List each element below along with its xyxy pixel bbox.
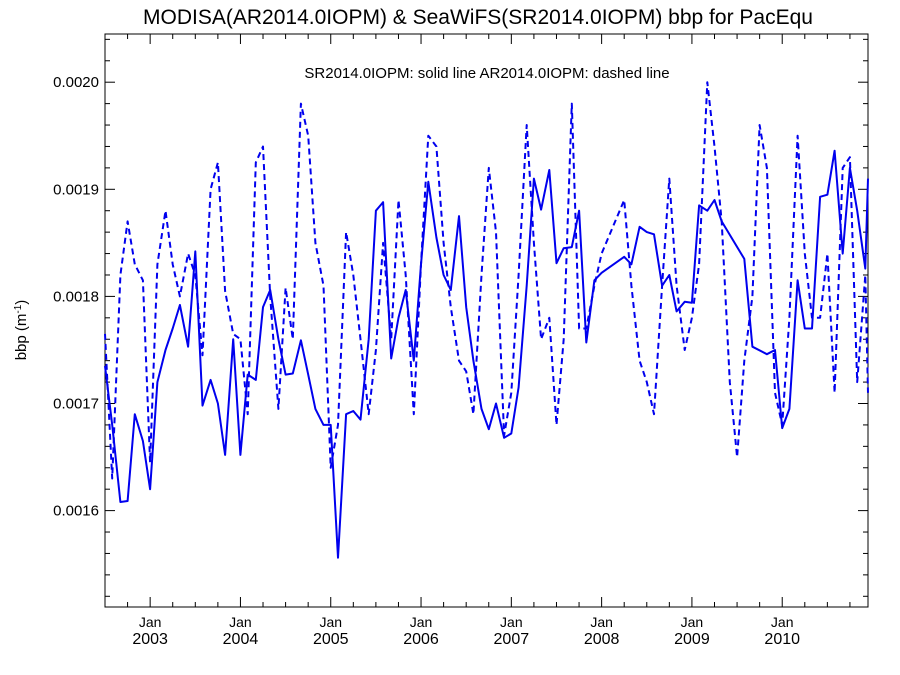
series-line-solid	[104, 149, 869, 559]
x-tick-year-label: 2008	[584, 631, 620, 648]
y-tick-label: 0.0020	[53, 74, 99, 91]
x-tick-year-label: 2005	[313, 631, 349, 648]
x-tick-month-label: Jan	[139, 614, 162, 630]
chart-title: MODISA(AR2014.0IOPM) & SeaWiFS(SR2014.0I…	[143, 6, 813, 29]
x-tick-year-label: 2004	[223, 631, 259, 648]
x-tick-year-label: 2009	[674, 631, 710, 648]
axis-ticks	[104, 34, 868, 607]
plot-frame	[104, 33, 869, 608]
x-tick-month-label: Jan	[500, 614, 523, 630]
y-tick-label: 0.0019	[53, 181, 99, 198]
legend-annotation: SR2014.0IOPM: solid line AR2014.0IOPM: d…	[304, 65, 669, 82]
series-lines	[104, 81, 869, 559]
x-tick-month-label: Jan	[771, 614, 794, 630]
y-axis-label: bbp (m-1)	[13, 300, 30, 361]
x-tick-month-label: Jan	[681, 614, 704, 630]
x-tick-month-label: Jan	[410, 614, 433, 630]
x-tick-month-label: Jan	[229, 614, 252, 630]
x-tick-year-label: 2010	[764, 631, 800, 648]
y-tick-label: 0.0018	[53, 288, 99, 305]
series-line-dashed	[104, 81, 869, 480]
x-tick-year-label: 2003	[132, 631, 168, 648]
x-tick-month-label: Jan	[319, 614, 342, 630]
y-tick-label: 0.0017	[53, 396, 99, 413]
y-axis-label-superscript: -1	[13, 304, 24, 313]
x-tick-year-label: 2006	[403, 631, 439, 648]
x-tick-month-label: Jan	[590, 614, 613, 630]
y-tick-label: 0.0016	[53, 503, 99, 520]
axis-tick-labels: 0.00160.00170.00180.00190.0020Jan2003Jan…	[53, 74, 800, 648]
y-axis-label-main: bbp (m	[13, 314, 30, 361]
y-axis-label-close: )	[13, 300, 30, 305]
x-tick-year-label: 2007	[494, 631, 530, 648]
